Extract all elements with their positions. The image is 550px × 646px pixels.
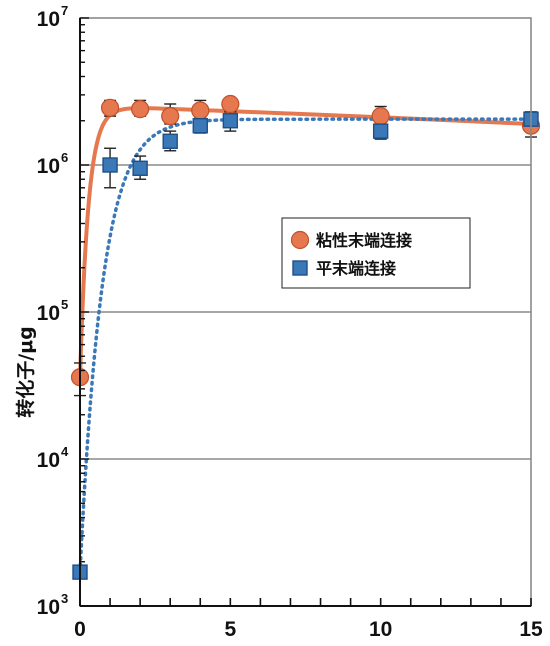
data-points	[70, 94, 541, 580]
y-tick-exponent: 5	[61, 297, 68, 312]
data-point-blunt-end	[102, 157, 118, 173]
legend-symbol-square	[292, 260, 308, 276]
y-tick-exponent: 6	[61, 150, 68, 165]
grid-lines	[80, 164, 531, 460]
legend-label: 粘性末端连接	[316, 231, 412, 250]
legend: 粘性末端连接 平末端连接	[281, 217, 471, 289]
legend-marker-square	[292, 260, 308, 276]
y-tick-label: 10	[37, 302, 60, 325]
data-point-blunt-end	[192, 118, 208, 134]
legend-label: 平末端连接	[316, 259, 396, 278]
data-point-blunt-end	[162, 133, 178, 149]
legend-item-sticky-end: 粘性末端连接	[290, 230, 412, 250]
y-axis-label: 转化子/μg	[14, 326, 37, 418]
legend-item-blunt-end: 平末端连接	[292, 259, 396, 278]
data-point-blunt-end	[132, 160, 148, 176]
y-tick-exponent: 7	[61, 3, 68, 18]
y-tick-exponent: 3	[61, 591, 68, 606]
y-tick-exponent: 4	[61, 444, 69, 459]
fit-curve-blunt-end	[78, 117, 533, 574]
x-tick-label: 15	[519, 618, 543, 641]
y-tick-label: 10	[37, 8, 60, 31]
y-tick-label: 10	[37, 155, 60, 178]
x-tick-label: 5	[224, 618, 236, 641]
y-tick-label: 10	[37, 449, 60, 472]
fit-curves	[78, 105, 533, 574]
data-point-sticky-end	[100, 98, 120, 117]
data-point-sticky-end	[131, 100, 150, 119]
y-tick-label: 10	[37, 596, 60, 619]
legend-symbol-circle	[290, 230, 310, 250]
data-point-blunt-end	[372, 123, 389, 139]
legend-marker-circle	[290, 230, 310, 250]
data-point-sticky-end	[161, 107, 180, 126]
data-point-sticky-end	[221, 94, 240, 114]
axes	[79, 17, 532, 607]
x-tick-label: 10	[369, 618, 392, 641]
legend-box	[281, 217, 471, 289]
data-point-blunt-end	[222, 113, 239, 129]
data-point-sticky-end	[191, 101, 210, 120]
data-point-sticky-end	[371, 107, 390, 126]
x-tick-label: 0	[74, 618, 86, 641]
